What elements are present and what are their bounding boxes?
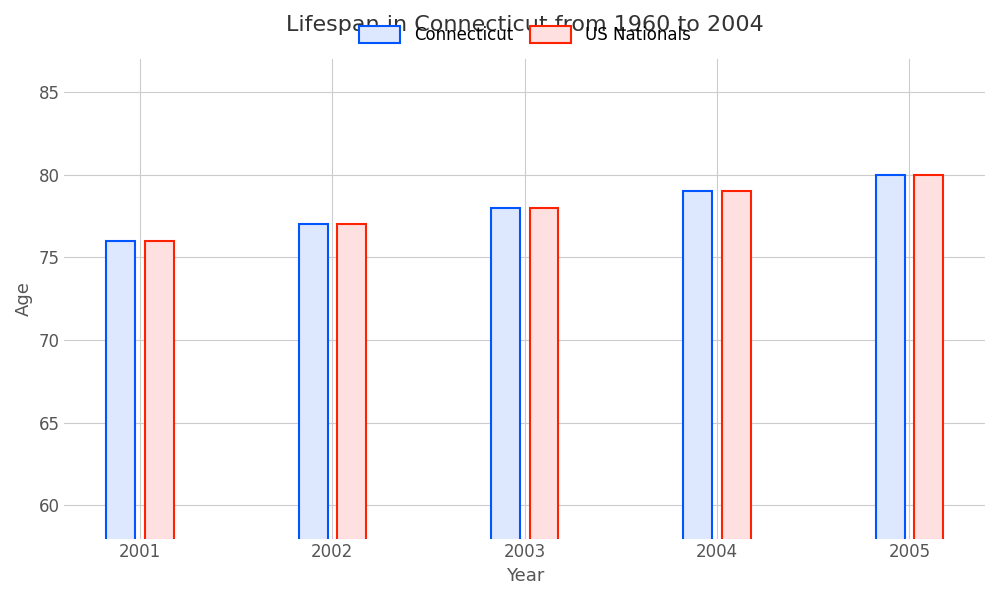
Bar (683, 191, 712, 600)
Bar (876, 175, 905, 600)
Bar (491, 208, 520, 600)
Legend: Connecticut, US Nationals: Connecticut, US Nationals (352, 19, 697, 50)
Bar (530, 208, 558, 600)
Bar (106, 241, 135, 600)
X-axis label: Year: Year (506, 567, 544, 585)
Bar (337, 224, 366, 600)
Bar (914, 175, 943, 600)
Bar (299, 224, 328, 600)
Y-axis label: Age: Age (15, 281, 33, 316)
Bar (145, 241, 174, 600)
Bar (722, 191, 751, 600)
Title: Lifespan in Connecticut from 1960 to 2004: Lifespan in Connecticut from 1960 to 200… (286, 15, 764, 35)
